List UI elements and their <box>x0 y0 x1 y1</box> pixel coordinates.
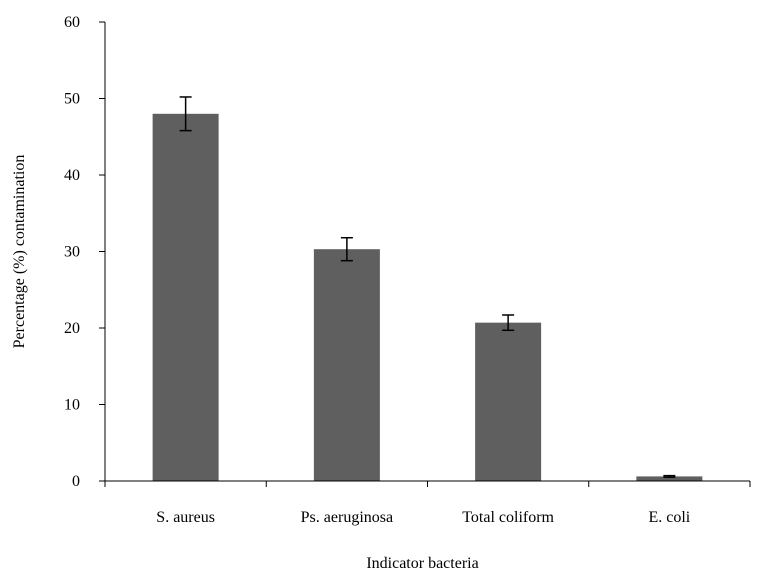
error-bars-layer <box>179 96 676 478</box>
x-category-label: Total coliform <box>462 509 554 526</box>
y-tick-label: 40 <box>64 167 80 184</box>
y-tick-label: 20 <box>64 320 80 337</box>
x-ticks-layer: S. aureus Ps. aeruginosa Total coliform E. … <box>104 481 751 526</box>
bars-layer <box>152 113 703 482</box>
bar-ps-aeruginosa <box>313 249 380 481</box>
y-tick-label: 0 <box>72 473 80 490</box>
x-axis-title: Indicator bacteria <box>366 555 478 572</box>
error-bar <box>502 314 515 332</box>
bar-total-coliform <box>475 322 542 481</box>
error-bar <box>340 236 353 262</box>
y-tick-label: 30 <box>64 244 80 261</box>
y-tick-label: 50 <box>64 91 80 108</box>
error-bar <box>663 474 676 478</box>
bar-s-aureus <box>152 113 219 482</box>
y-tick-label: 60 <box>64 14 80 31</box>
y-ticks-layer: 0 10 20 30 40 50 60 <box>64 14 105 490</box>
y-axis-title: Percentage (%) contamination <box>11 155 28 349</box>
y-tick-label: 10 <box>64 397 80 414</box>
x-category-label: Ps. aeruginosa <box>301 509 393 526</box>
bar-e-coli <box>636 476 703 481</box>
x-category-label: E. coli <box>648 509 690 526</box>
error-bar <box>179 96 192 132</box>
x-category-label: S. aureus <box>156 509 215 526</box>
